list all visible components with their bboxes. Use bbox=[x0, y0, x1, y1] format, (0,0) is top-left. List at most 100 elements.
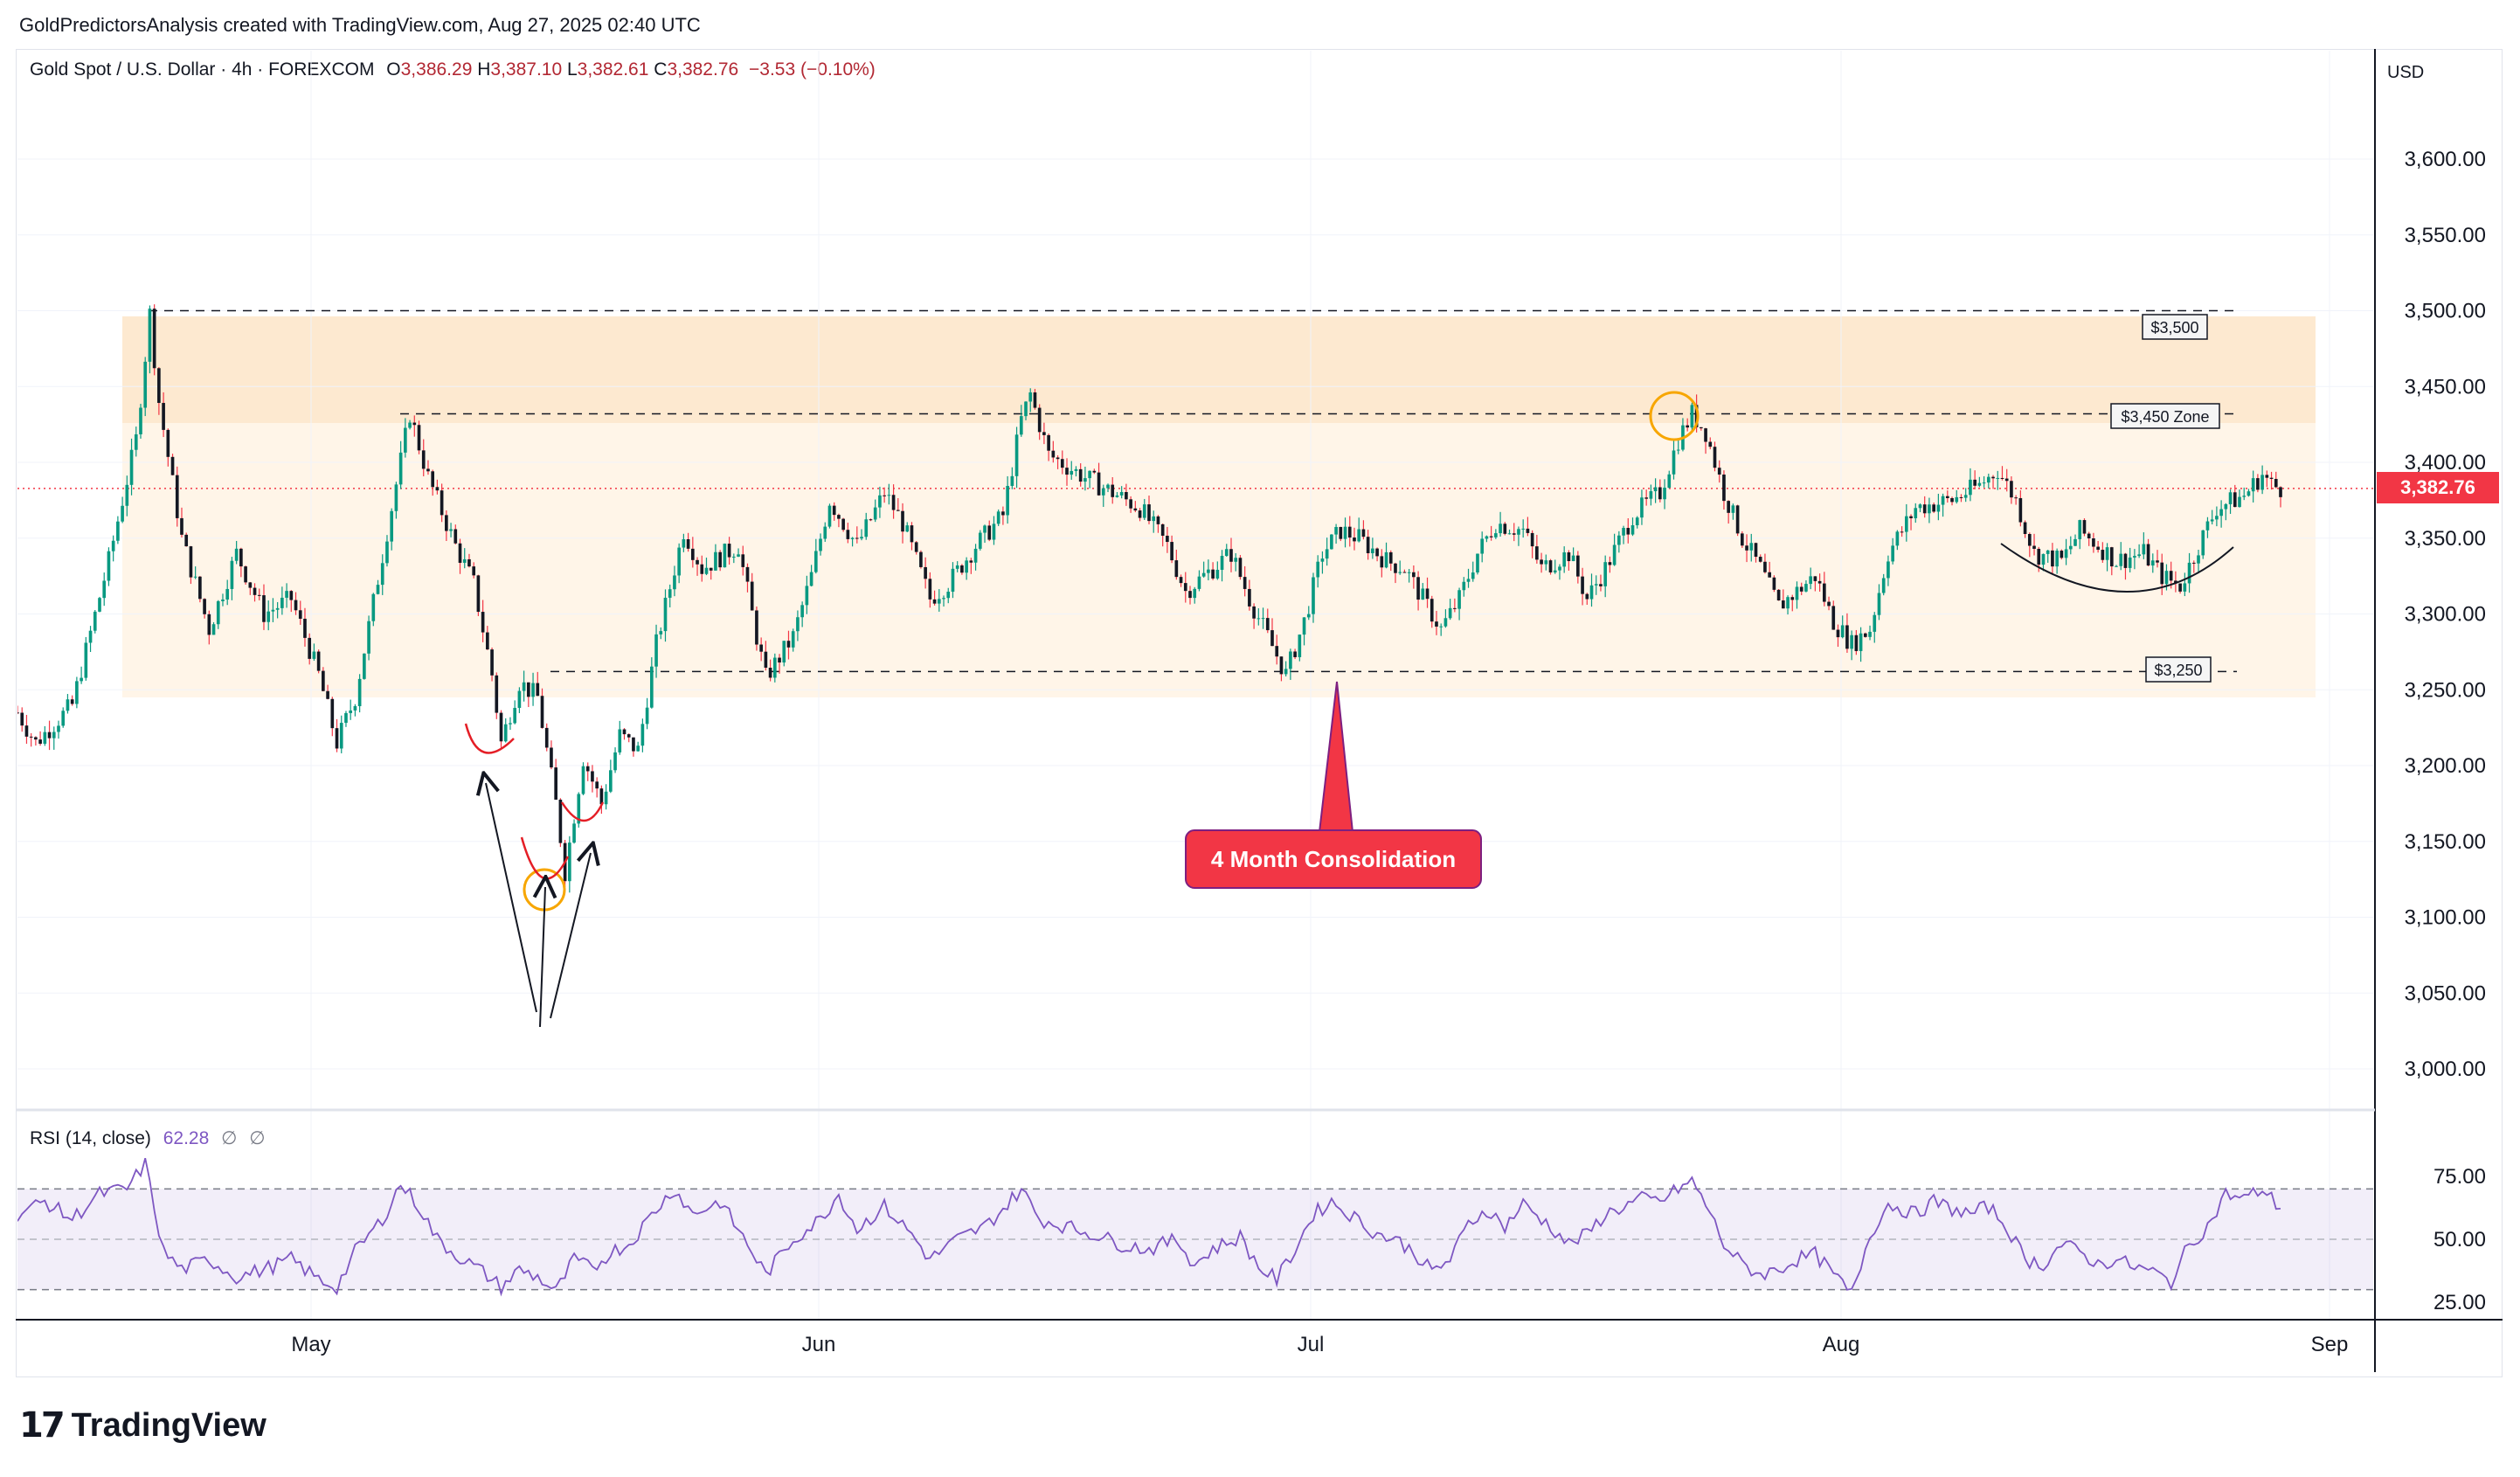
candle-body bbox=[1977, 482, 1982, 486]
candle bbox=[1535, 534, 1539, 564]
candle bbox=[148, 305, 152, 374]
candle bbox=[1402, 569, 1407, 573]
candle-body bbox=[2123, 553, 2128, 568]
candle-body bbox=[869, 519, 873, 521]
candle bbox=[453, 524, 458, 544]
candle-body bbox=[2150, 560, 2155, 566]
candle bbox=[1963, 488, 1968, 503]
candle-body bbox=[2023, 522, 2027, 535]
rsi-name[interactable]: RSI (14, close) bbox=[30, 1128, 151, 1148]
candle bbox=[1859, 627, 1863, 662]
currency-label[interactable]: USD bbox=[2387, 63, 2425, 82]
candle bbox=[275, 601, 280, 619]
candle-body bbox=[1394, 563, 1397, 573]
candle bbox=[316, 649, 321, 674]
candle-body bbox=[755, 610, 758, 645]
candle bbox=[517, 687, 522, 713]
candle bbox=[2228, 489, 2233, 514]
candle-body bbox=[285, 591, 288, 598]
candle-body bbox=[184, 534, 189, 547]
candle-body bbox=[1836, 629, 1840, 638]
candle-body bbox=[1571, 555, 1575, 562]
candle-body bbox=[1097, 472, 1101, 496]
candle-body bbox=[649, 666, 654, 708]
candle bbox=[2128, 547, 2132, 572]
candle bbox=[1599, 574, 1603, 592]
candle bbox=[873, 499, 877, 523]
candle-body bbox=[1092, 470, 1097, 473]
candle bbox=[29, 732, 33, 747]
candle bbox=[1334, 524, 1338, 544]
candle bbox=[125, 475, 129, 517]
candle bbox=[462, 548, 467, 569]
candle-body bbox=[421, 450, 426, 469]
price-tick-label: 3,000.00 bbox=[2405, 1057, 2486, 1081]
candle-body bbox=[1320, 558, 1325, 562]
candle-body bbox=[1166, 535, 1169, 543]
candle-body bbox=[659, 631, 663, 634]
candle bbox=[230, 557, 234, 600]
candle-body bbox=[823, 526, 827, 539]
candle bbox=[782, 641, 786, 667]
candle bbox=[1822, 572, 1826, 607]
candle-body bbox=[1576, 555, 1580, 577]
callout-box[interactable] bbox=[1185, 829, 1482, 889]
candle bbox=[1257, 607, 1261, 626]
candle bbox=[1224, 544, 1229, 557]
candle-body bbox=[1817, 580, 1822, 584]
candle-body bbox=[2064, 549, 2068, 558]
candle-body bbox=[782, 641, 786, 663]
candle-body bbox=[198, 576, 202, 600]
candle-body bbox=[1499, 524, 1502, 534]
candle-body bbox=[157, 368, 161, 404]
candle bbox=[1261, 607, 1265, 629]
candle-body bbox=[303, 618, 307, 638]
candle bbox=[134, 426, 138, 457]
candle bbox=[1772, 575, 1776, 593]
candle-body bbox=[93, 611, 97, 631]
candle-body bbox=[1056, 457, 1060, 460]
candle bbox=[2201, 530, 2205, 559]
candle bbox=[1051, 440, 1056, 463]
candle bbox=[1325, 537, 1329, 566]
candle bbox=[1380, 549, 1384, 578]
candle-body bbox=[1986, 476, 1990, 483]
candle bbox=[942, 595, 945, 607]
candle bbox=[1056, 454, 1060, 469]
candle-body bbox=[1047, 434, 1050, 451]
candle bbox=[1973, 470, 1977, 489]
candle bbox=[1653, 478, 1658, 503]
tradingview-logo[interactable]: 17 TradingView bbox=[19, 1405, 267, 1446]
candle-body bbox=[1366, 537, 1370, 554]
candle bbox=[248, 581, 253, 595]
candle bbox=[157, 367, 161, 415]
candle-body bbox=[435, 487, 440, 491]
candle bbox=[1125, 483, 1128, 506]
candle bbox=[1781, 589, 1785, 609]
candle-body bbox=[1238, 558, 1243, 578]
candle-body bbox=[677, 547, 681, 576]
candle-body bbox=[1421, 588, 1425, 600]
candle-body bbox=[363, 653, 366, 679]
candle-body bbox=[2046, 550, 2050, 554]
candle-body bbox=[339, 723, 343, 749]
candle bbox=[116, 516, 120, 544]
arrow-1 bbox=[486, 783, 537, 1013]
candle bbox=[2032, 533, 2036, 556]
candle bbox=[490, 647, 494, 682]
candle bbox=[267, 600, 271, 631]
candle bbox=[996, 509, 1000, 526]
ohlc-values: O3,386.29 H3,387.10 L3,382.61 C3,382.76 bbox=[386, 59, 744, 80]
candle bbox=[1197, 570, 1201, 592]
symbol-name[interactable]: Gold Spot / U.S. Dollar · 4h · FOREXCOM bbox=[30, 59, 375, 80]
candle bbox=[2082, 518, 2087, 537]
candle bbox=[837, 513, 841, 528]
open-value: 3,386.29 bbox=[400, 59, 473, 80]
candle bbox=[645, 697, 649, 730]
price-tick-label: 3,150.00 bbox=[2405, 830, 2486, 854]
candle-body bbox=[513, 707, 517, 724]
candle-body bbox=[322, 670, 325, 691]
candle bbox=[2224, 503, 2228, 521]
candle-body bbox=[837, 515, 841, 519]
